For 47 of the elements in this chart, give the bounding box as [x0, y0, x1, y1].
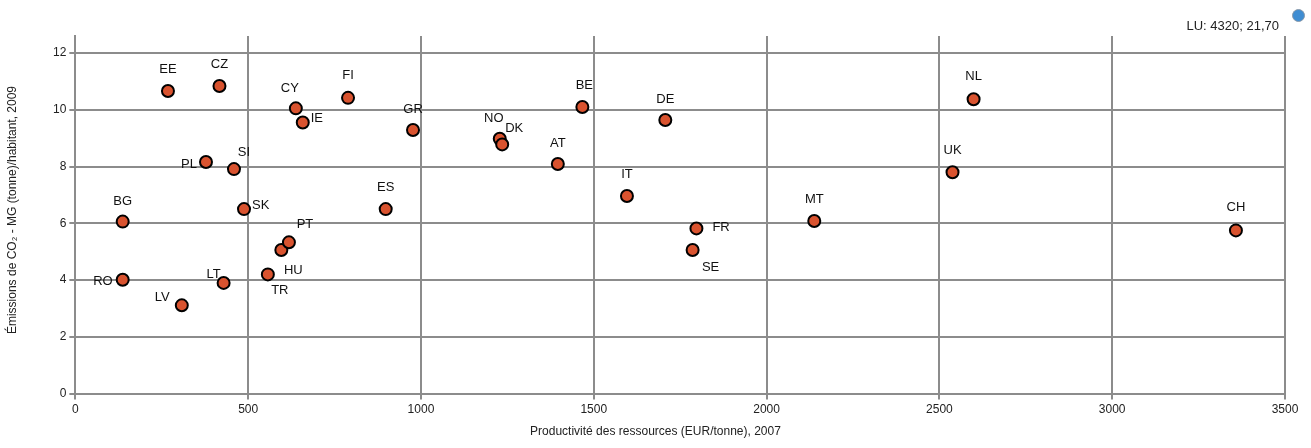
annotation: TR	[271, 281, 289, 297]
y-tick-label: 12	[52, 45, 67, 60]
x-axis-title: Productivité des ressources (EUR/tonne), 2007	[529, 424, 782, 438]
x-tick-label: 2000	[753, 402, 781, 417]
annotation: MT	[804, 190, 824, 206]
annotation: NL	[965, 67, 982, 83]
annotation: CZ	[210, 55, 229, 71]
annotation: AT	[550, 134, 566, 150]
annotation: IE	[310, 110, 324, 126]
annotation: SI	[237, 143, 251, 159]
annotation: UK	[943, 141, 962, 157]
y-tick-label: 2	[59, 329, 67, 344]
annotation: PL	[181, 155, 197, 171]
annotation: RO	[93, 273, 113, 289]
annotation: IT	[621, 165, 633, 181]
annotation: CH	[1226, 198, 1246, 214]
text: LU: 4320; 21,70	[1186, 18, 1279, 33]
x-tick-label: 3000	[1098, 402, 1126, 417]
y-tick-label: 4	[59, 272, 67, 287]
x-tick-label: 0	[72, 402, 79, 417]
y-tick-label: 8	[59, 158, 67, 173]
annotation: FR	[712, 219, 730, 234]
annotation: FI	[342, 67, 354, 83]
annotation: SE	[701, 258, 720, 274]
annotation: GR	[403, 100, 423, 116]
y-axis-title: Émissions de CO₂ - MG (tonne)/habitant, 2009	[5, 85, 20, 335]
annotation: LV	[154, 288, 171, 304]
x-tick-label: 3500	[1271, 402, 1299, 417]
annotation: PT	[296, 215, 314, 231]
annotation: ES	[377, 178, 395, 194]
x-tick-label: 1500	[580, 402, 608, 417]
x-tick-label: 500	[238, 402, 259, 417]
annotation: HU	[283, 261, 303, 277]
annotation: BE	[575, 76, 594, 92]
annotation: CY	[280, 79, 300, 95]
annotation: DE	[656, 90, 675, 106]
annotation: EE	[159, 60, 177, 76]
y-tick-label: 0	[59, 385, 67, 400]
annotation: NO	[484, 110, 504, 126]
annotation: BG	[113, 193, 133, 209]
x-tick-label: 2500	[926, 402, 954, 417]
y-tick-label: 6	[59, 215, 67, 230]
x-tick-label: 1000	[407, 402, 435, 417]
annotation: LT	[206, 266, 221, 282]
annotation: DK	[505, 119, 524, 135]
annotation: SK	[252, 196, 270, 212]
y-tick-label: 10	[52, 102, 67, 117]
